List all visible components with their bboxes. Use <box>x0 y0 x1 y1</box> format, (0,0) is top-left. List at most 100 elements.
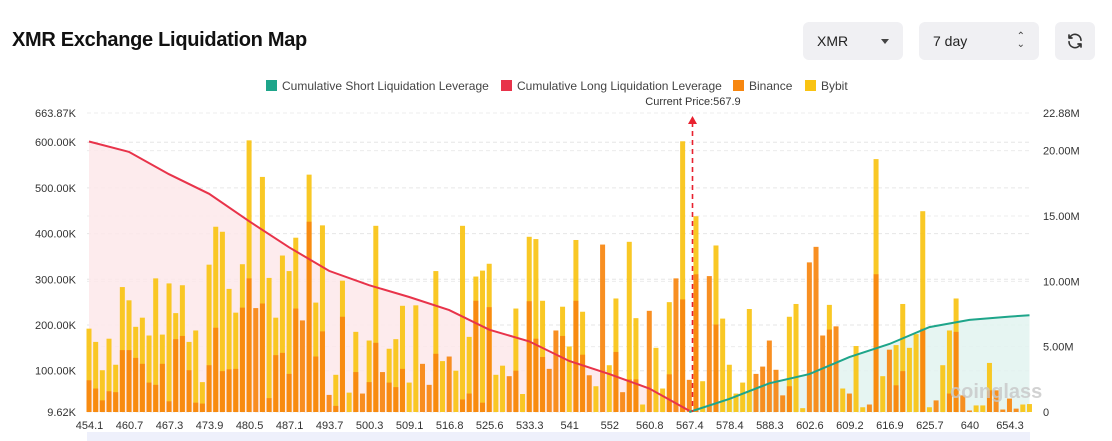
bar-bybit[interactable] <box>346 392 352 412</box>
bar-binance[interactable] <box>159 363 165 412</box>
bar-bybit[interactable] <box>986 362 992 412</box>
bar-binance[interactable] <box>273 355 279 412</box>
bar-binance[interactable] <box>139 363 145 412</box>
bar-bybit[interactable] <box>153 278 159 412</box>
bar-binance[interactable] <box>299 320 305 412</box>
bar-binance[interactable] <box>206 365 212 412</box>
bar-bybit[interactable] <box>793 303 799 412</box>
bar-bybit[interactable] <box>366 340 372 412</box>
bar-bybit[interactable] <box>93 341 99 412</box>
cumulative-long-line[interactable] <box>88 140 690 412</box>
bar-binance[interactable] <box>239 307 245 412</box>
bar-binance[interactable] <box>953 331 959 412</box>
bar-binance[interactable] <box>193 402 199 412</box>
bar-binance[interactable] <box>886 349 892 412</box>
bar-binance[interactable] <box>433 353 439 412</box>
bar-bybit[interactable] <box>520 394 526 412</box>
legend-label-short[interactable]: Cumulative Short Liquidation Leverage <box>282 79 489 93</box>
bar-bybit[interactable] <box>853 346 859 412</box>
bar-bybit[interactable] <box>266 277 272 412</box>
bar-bybit[interactable] <box>633 318 639 412</box>
bar-bybit[interactable] <box>786 316 792 412</box>
bar-bybit[interactable] <box>653 347 659 412</box>
bar-binance[interactable] <box>626 379 632 412</box>
bar-bybit[interactable] <box>740 382 746 412</box>
bar-binance[interactable] <box>359 393 365 412</box>
range-select[interactable]: 7 day ⌃ ⌄ <box>919 22 1039 60</box>
bar-binance[interactable] <box>259 303 265 412</box>
bar-bybit[interactable] <box>413 305 419 412</box>
coin-select[interactable]: XMR <box>803 22 903 60</box>
bar-binance[interactable] <box>293 308 299 412</box>
bar-binance[interactable] <box>106 391 112 412</box>
bar-bybit[interactable] <box>906 347 912 412</box>
bar-binance[interactable] <box>706 276 712 412</box>
bar-binance[interactable] <box>199 403 205 412</box>
bar-binance[interactable] <box>753 373 759 412</box>
bar-bybit[interactable] <box>399 305 405 412</box>
bar-binance[interactable] <box>226 369 232 412</box>
bar-binance[interactable] <box>713 324 719 412</box>
bar-binance[interactable] <box>900 371 906 412</box>
bar-bybit[interactable] <box>1020 404 1026 412</box>
bar-bybit[interactable] <box>286 271 292 412</box>
bar-bybit[interactable] <box>973 405 979 412</box>
bar-binance[interactable] <box>506 376 512 412</box>
bar-bybit[interactable] <box>113 364 119 412</box>
bar-bybit[interactable] <box>566 346 572 412</box>
bar-bybit[interactable] <box>246 140 252 412</box>
bar-bybit[interactable] <box>199 382 205 412</box>
bar-binance[interactable] <box>446 356 452 412</box>
bar-bybit[interactable] <box>926 407 932 412</box>
bar-binance[interactable] <box>93 388 99 412</box>
bar-bybit[interactable] <box>386 348 392 412</box>
bar-binance[interactable] <box>693 274 699 412</box>
bar-bybit[interactable] <box>373 225 379 412</box>
legend-label-long[interactable]: Cumulative Long Liquidation Leverage <box>517 79 722 93</box>
bar-binance[interactable] <box>673 278 679 412</box>
bar-binance[interactable] <box>213 327 219 412</box>
bar-binance[interactable] <box>873 274 879 412</box>
bar-binance[interactable] <box>426 384 432 412</box>
bar-bybit[interactable] <box>540 300 546 412</box>
bar-binance[interactable] <box>286 373 292 412</box>
bar-binance[interactable] <box>533 338 539 412</box>
bar-binance[interactable] <box>179 335 185 412</box>
bar-bybit[interactable] <box>533 239 539 412</box>
bar-binance[interactable] <box>386 382 392 412</box>
bar-binance[interactable] <box>780 395 786 412</box>
bar-binance[interactable] <box>866 404 872 412</box>
bar-binance[interactable] <box>313 356 319 412</box>
bar-binance[interactable] <box>486 307 492 412</box>
bar-bybit[interactable] <box>1026 404 1032 412</box>
bar-bybit[interactable] <box>86 328 92 412</box>
bar-bybit[interactable] <box>233 312 239 412</box>
bar-binance[interactable] <box>586 375 592 412</box>
bar-binance[interactable] <box>99 400 105 412</box>
bar-binance[interactable] <box>766 340 772 412</box>
bar-binance[interactable] <box>833 326 839 412</box>
bar-bybit[interactable] <box>146 335 152 412</box>
bar-binance[interactable] <box>306 221 312 412</box>
bar-binance[interactable] <box>666 374 672 412</box>
bar-binance[interactable] <box>366 382 372 412</box>
bar-bybit[interactable] <box>940 365 946 412</box>
bar-binance[interactable] <box>253 308 259 412</box>
bar-binance[interactable] <box>513 370 519 412</box>
bar-binance[interactable] <box>560 335 566 412</box>
bar-binance[interactable] <box>680 299 686 412</box>
bar-binance[interactable] <box>573 300 579 412</box>
bar-bybit[interactable] <box>480 270 486 412</box>
bar-binance[interactable] <box>393 387 399 412</box>
bar-binance[interactable] <box>646 310 652 412</box>
bar-binance[interactable] <box>540 356 546 412</box>
bar-binance[interactable] <box>966 410 972 412</box>
bar-binance[interactable] <box>219 371 225 412</box>
bar-binance[interactable] <box>826 329 832 412</box>
bar-binance[interactable] <box>153 384 159 412</box>
bar-binance[interactable] <box>166 401 172 412</box>
bar-bybit[interactable] <box>393 339 399 412</box>
bar-binance[interactable] <box>553 330 559 412</box>
bar-bybit[interactable] <box>493 374 499 412</box>
bar-binance[interactable] <box>633 379 639 412</box>
